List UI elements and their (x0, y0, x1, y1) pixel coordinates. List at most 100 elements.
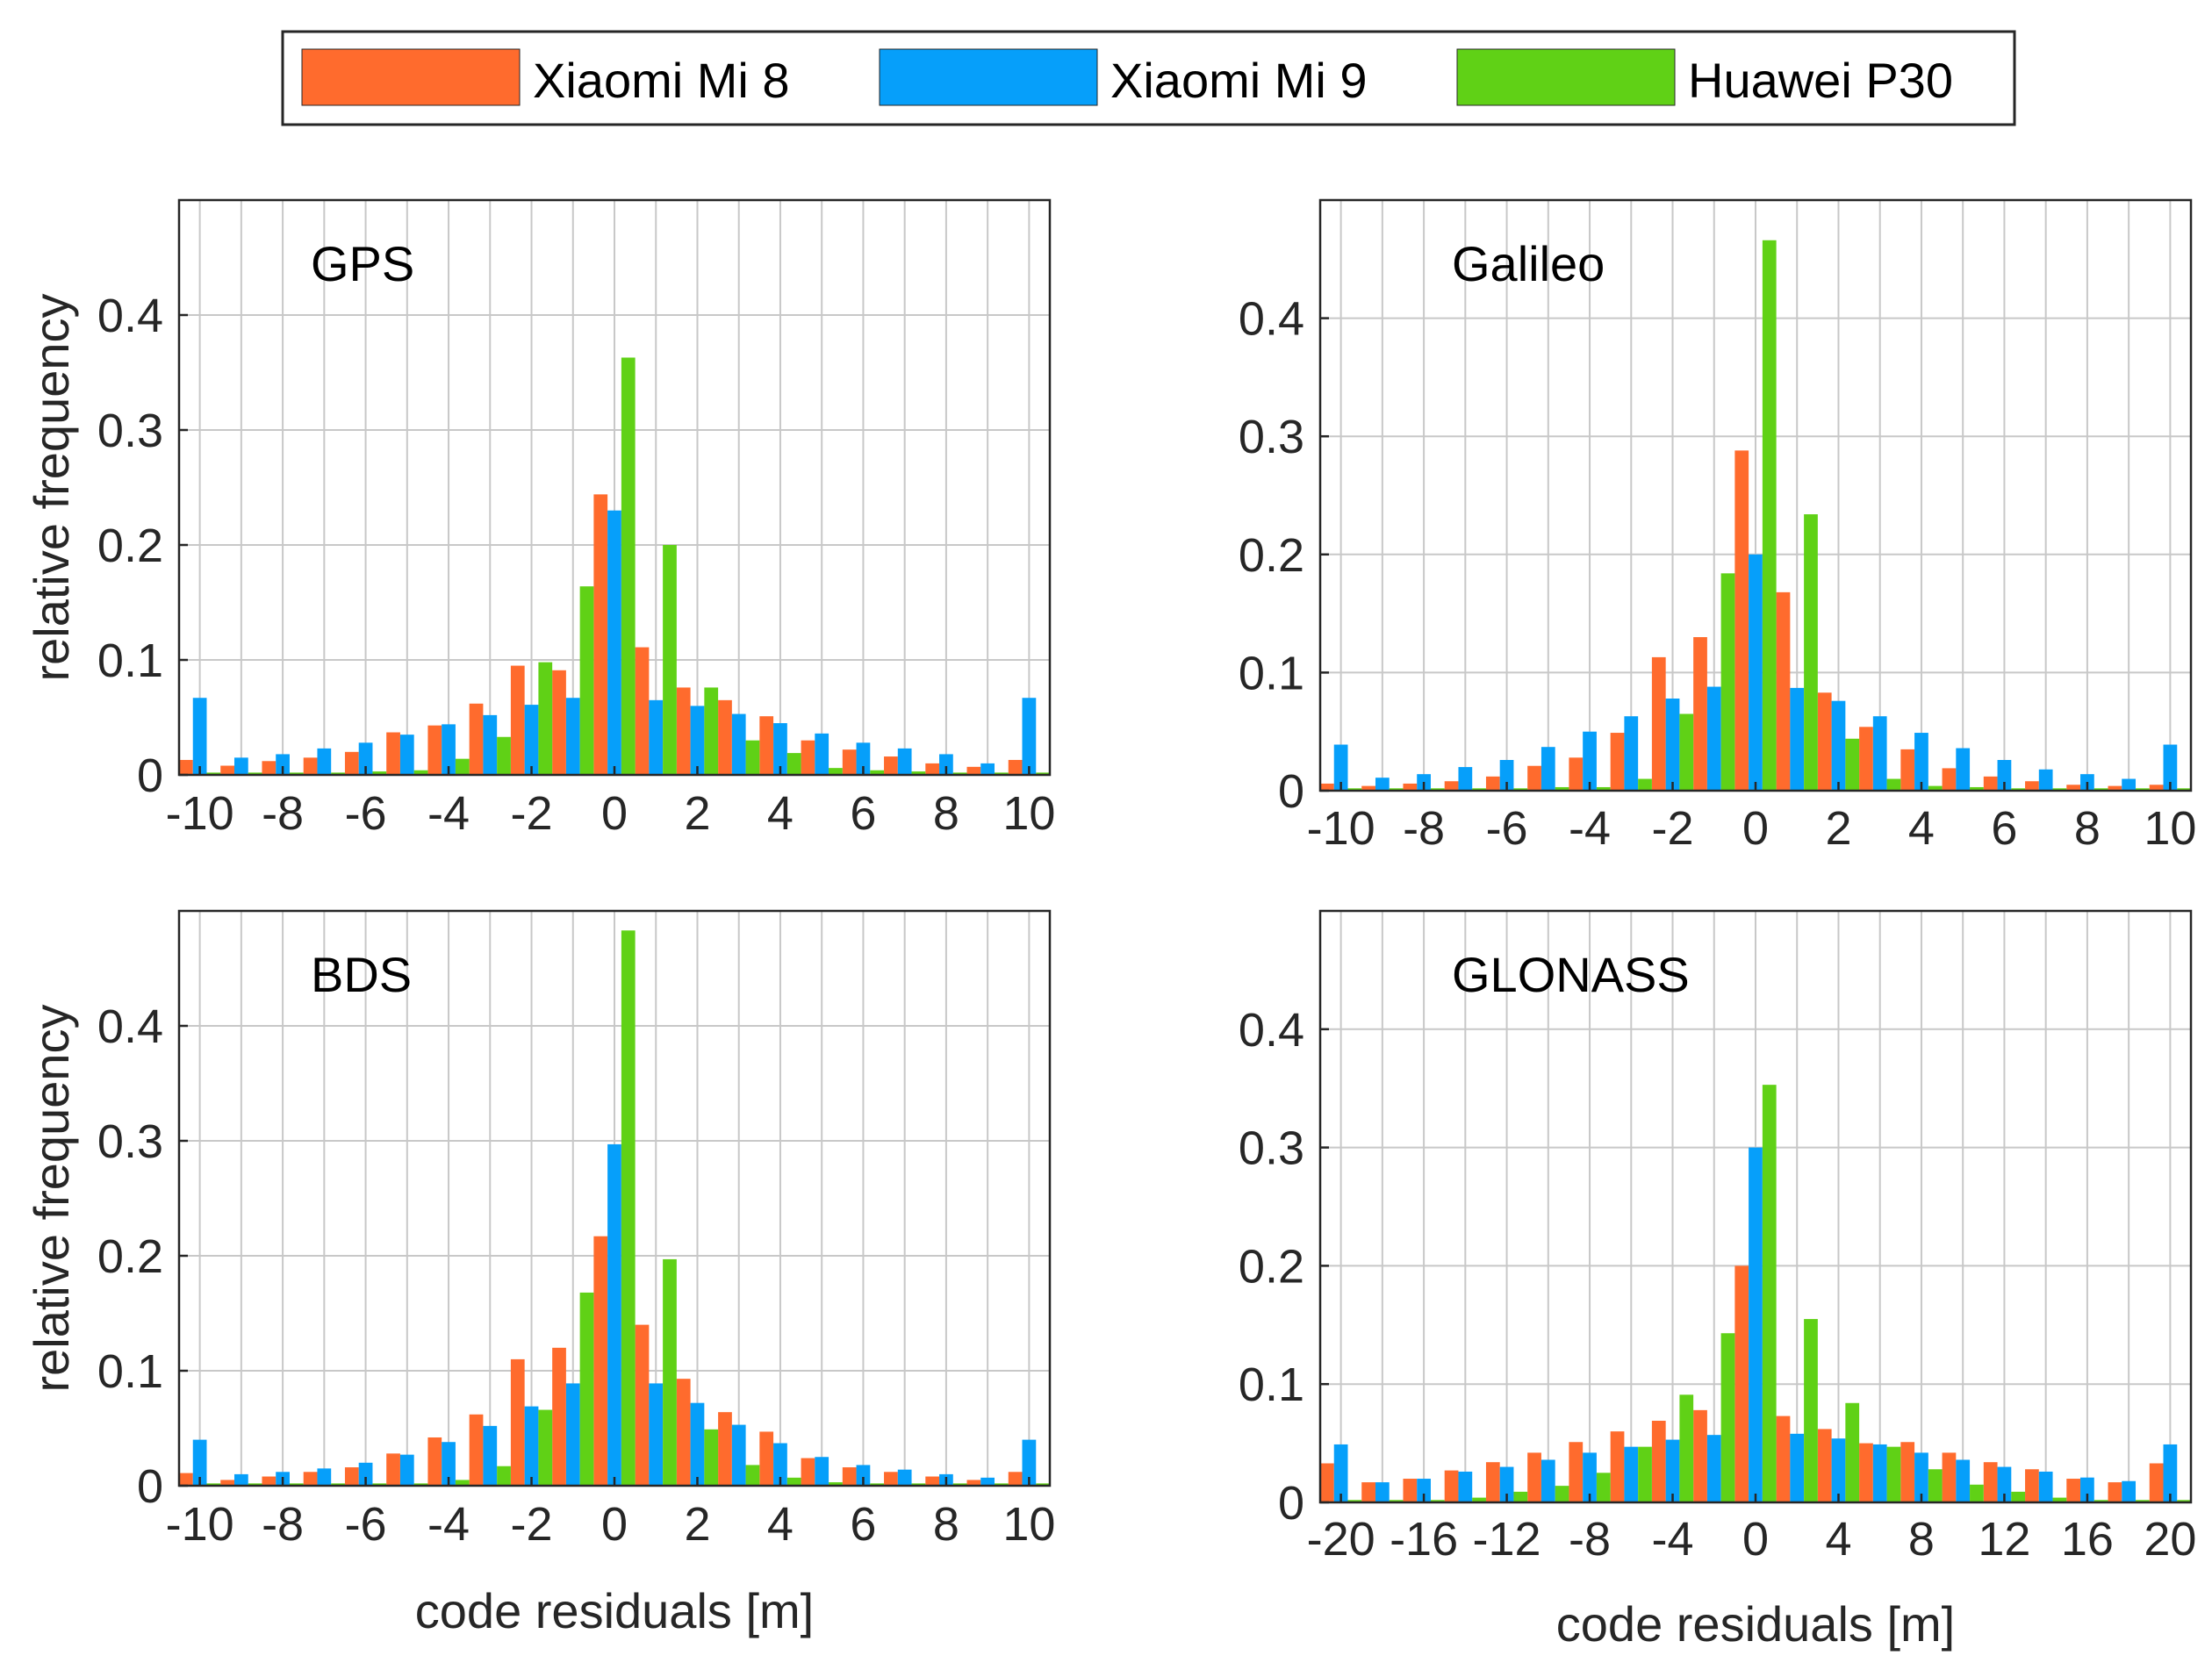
bar-glonass-xiaomi-mi-9-3 (1458, 1471, 1473, 1502)
bar-gps-xiaomi-mi-9-0 (192, 698, 207, 775)
bar-bds-xiaomi-mi-9-19 (980, 1477, 995, 1486)
bar-gps-huawei-p30-7 (497, 736, 511, 775)
bar-gps-xiaomi-mi-9-1 (233, 757, 248, 775)
xtick-label-galileo: 4 (1908, 802, 1935, 855)
bar-galileo-xiaomi-mi-9-16 (1997, 760, 2012, 791)
bars-galileo (1320, 240, 2191, 791)
bar-gps-xiaomi-mi-9-14 (773, 723, 787, 775)
bar-gps-xiaomi-mi-8-0 (179, 759, 193, 775)
xtick-label-glonass: -12 (1473, 1513, 1541, 1566)
bar-glonass-xiaomi-mi-9-16 (1997, 1466, 2012, 1502)
bar-galileo-xiaomi-mi-9-17 (2038, 769, 2053, 791)
bar-gps-huawei-p30-19 (995, 772, 1009, 775)
ytick-label-glonass: 0.4 (1239, 1004, 1304, 1057)
bar-galileo-xiaomi-mi-8-5 (1527, 765, 1541, 791)
bar-glonass-xiaomi-mi-8-8 (1651, 1420, 1666, 1502)
xtick-label-bds: -6 (345, 1498, 387, 1551)
xtick-label-glonass: -16 (1390, 1513, 1458, 1566)
bar-gps-huawei-p30-14 (786, 753, 801, 775)
bar-bds-huawei-p30-20 (1036, 1483, 1050, 1486)
bars-gps (179, 357, 1050, 775)
bar-galileo-xiaomi-mi-9-14 (1914, 733, 1928, 791)
bar-galileo-huawei-p30-4 (1513, 788, 1528, 791)
bar-glonass-xiaomi-mi-8-9 (1693, 1409, 1707, 1502)
bar-glonass-huawei-p30-9 (1720, 1333, 1735, 1502)
xtick-label-galileo: 8 (2074, 802, 2101, 855)
legend: Xiaomi Mi 8 Xiaomi Mi 9 Huawei P30 (281, 30, 2016, 126)
bar-gps-huawei-p30-12 (704, 687, 719, 775)
ytick-label-bds: 0.3 (97, 1115, 163, 1168)
bar-bds-xiaomi-mi-8-2 (262, 1476, 276, 1486)
bar-galileo-xiaomi-mi-8-1 (1361, 785, 1375, 791)
bar-galileo-xiaomi-mi-8-16 (1983, 776, 1998, 791)
xtick-label-bds: -8 (262, 1498, 304, 1551)
bar-gps-xiaomi-mi-8-7 (469, 703, 484, 775)
xtick-label-glonass: 16 (2061, 1513, 2114, 1566)
bar-galileo-xiaomi-mi-8-2 (1403, 783, 1418, 791)
bar-galileo-xiaomi-mi-9-0 (1333, 744, 1348, 791)
xtick-label-bds: 8 (933, 1498, 959, 1551)
bar-glonass-xiaomi-mi-9-18 (2080, 1477, 2094, 1502)
xtick-label-galileo: -4 (1569, 802, 1611, 855)
bar-galileo-xiaomi-mi-8-13 (1859, 727, 1873, 791)
bar-gps-xiaomi-mi-9-10 (607, 510, 621, 775)
bar-bds-huawei-p30-1 (248, 1483, 262, 1486)
bar-gps-xiaomi-mi-9-12 (690, 706, 705, 775)
bar-galileo-xiaomi-mi-8-17 (2025, 781, 2039, 791)
bar-glonass-xiaomi-mi-9-1 (1375, 1482, 1390, 1502)
bar-bds-huawei-p30-8 (538, 1409, 553, 1486)
bar-glonass-xiaomi-mi-8-4 (1485, 1462, 1500, 1502)
xtick-label-galileo: -10 (1307, 802, 1375, 855)
bar-galileo-huawei-p30-12 (1845, 738, 1860, 791)
xtick-label-bds: -2 (511, 1498, 553, 1551)
bar-galileo-huawei-p30-10 (1762, 240, 1777, 791)
xtick-label-glonass: -4 (1652, 1513, 1694, 1566)
xtick-label-galileo: 10 (2144, 802, 2196, 855)
bar-glonass-huawei-p30-2 (1430, 1500, 1445, 1502)
bar-glonass-xiaomi-mi-9-5 (1540, 1459, 1555, 1502)
bar-gps-xiaomi-mi-8-12 (676, 687, 691, 775)
bar-glonass-xiaomi-mi-8-14 (1900, 1442, 1915, 1502)
bar-bds-huawei-p30-9 (579, 1292, 594, 1486)
bar-gps-xiaomi-mi-8-4 (344, 751, 359, 775)
bar-bds-xiaomi-mi-8-17 (884, 1472, 898, 1486)
bar-glonass-huawei-p30-13 (1886, 1446, 1901, 1502)
bar-gps-huawei-p30-5 (413, 770, 428, 775)
ytick-label-bds: 0.4 (97, 1000, 163, 1053)
bar-bds-xiaomi-mi-8-1 (220, 1480, 234, 1486)
bar-bds-xiaomi-mi-8-19 (966, 1480, 981, 1486)
bar-galileo-xiaomi-mi-8-19 (2108, 785, 2122, 791)
bar-bds-xiaomi-mi-8-13 (718, 1412, 732, 1486)
bar-bds-xiaomi-mi-9-13 (731, 1424, 746, 1486)
bar-gps-xiaomi-mi-9-9 (565, 698, 580, 775)
bar-glonass-xiaomi-mi-8-3 (1444, 1470, 1459, 1502)
bar-glonass-xiaomi-mi-9-12 (1831, 1438, 1846, 1502)
bar-galileo-xiaomi-mi-8-0 (1320, 783, 1334, 791)
bar-glonass-xiaomi-mi-9-13 (1872, 1444, 1887, 1502)
xtick-label-gps: 10 (1002, 787, 1055, 840)
bar-gps-huawei-p30-15 (829, 768, 843, 775)
panel-title-gps: GPS (311, 236, 414, 291)
bar-gps-huawei-p30-6 (455, 758, 470, 775)
bar-gps-xiaomi-mi-8-10 (593, 494, 608, 775)
xtick-label-galileo: -2 (1652, 802, 1694, 855)
bar-gps-xiaomi-mi-9-4 (358, 742, 373, 775)
ytick-label-gps: 0.1 (97, 634, 163, 687)
xtick-label-glonass: 0 (1742, 1513, 1769, 1566)
bar-bds-xiaomi-mi-8-5 (386, 1453, 400, 1486)
legend-swatch-xiaomi-mi-8 (301, 48, 521, 106)
legend-swatch-huawei-p30 (1456, 48, 1676, 106)
bar-galileo-xiaomi-mi-8-14 (1900, 749, 1915, 791)
xtick-label-galileo: 2 (1825, 802, 1851, 855)
bar-bds-xiaomi-mi-8-16 (842, 1467, 857, 1486)
bar-gps-xiaomi-mi-9-3 (317, 748, 332, 775)
bar-gps-xiaomi-mi-9-15 (815, 733, 830, 775)
bar-bds-huawei-p30-4 (372, 1483, 387, 1486)
bar-galileo-xiaomi-mi-9-15 (1956, 748, 1971, 791)
legend-box (281, 30, 2016, 126)
ytick-label-gps: 0.2 (97, 520, 163, 572)
bar-bds-xiaomi-mi-9-20 (1022, 1439, 1037, 1486)
bar-glonass-xiaomi-mi-9-8 (1665, 1439, 1680, 1502)
bar-bds-xiaomi-mi-9-5 (399, 1454, 414, 1486)
